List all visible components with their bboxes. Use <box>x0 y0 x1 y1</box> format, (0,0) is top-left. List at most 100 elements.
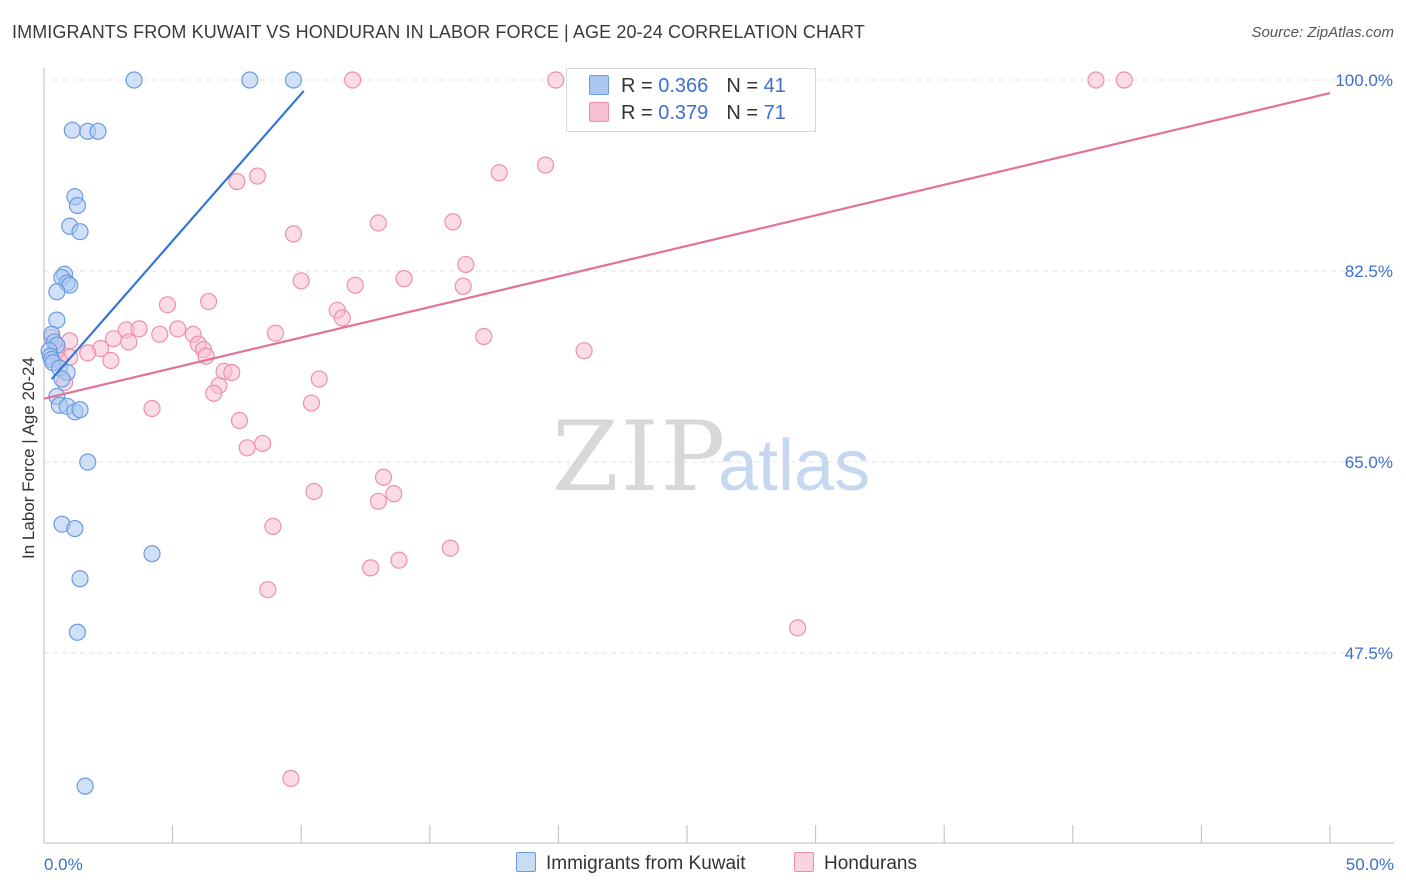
legend-item-hondurans[interactable]: Hondurans <box>794 852 917 875</box>
kuwait-point <box>89 122 107 140</box>
kuwait-n-value: 41 <box>763 75 786 97</box>
y-tick-label: 47.5% <box>1345 644 1393 663</box>
honduran-point <box>1087 71 1105 89</box>
kuwait-point <box>76 777 94 795</box>
chart-source: Source: ZipAtlas.com <box>1251 24 1394 41</box>
honduran-point <box>238 439 256 457</box>
kuwait-point <box>71 401 89 419</box>
honduran-point <box>346 276 364 294</box>
honduran-point <box>292 272 310 290</box>
chart-title: IMMIGRANTS FROM KUWAIT VS HONDURAN IN LA… <box>12 22 866 42</box>
honduran-point <box>575 342 593 360</box>
kuwait-point <box>48 283 66 301</box>
hondurans-r-label: R = <box>621 102 659 124</box>
honduran-point <box>385 485 403 503</box>
watermark-atlas: atlas <box>718 426 870 506</box>
honduran-point <box>79 344 97 362</box>
honduran-point <box>151 325 169 343</box>
kuwait-point <box>284 71 303 89</box>
honduran-point <box>254 434 272 453</box>
kuwait-point <box>125 71 143 89</box>
hondurans-legend-swatch <box>794 852 814 872</box>
honduran-point <box>1115 71 1133 89</box>
honduran-point <box>284 225 303 243</box>
kuwait-r-label: R = <box>621 75 659 97</box>
kuwait-r-value: 0.366 <box>658 75 709 97</box>
legend-item-kuwait[interactable]: Immigrants from Kuwait <box>516 852 746 875</box>
kuwait-trend-line <box>50 90 305 380</box>
honduran-point <box>169 320 187 338</box>
kuwait-point <box>79 453 97 471</box>
trend-lines <box>43 90 1331 400</box>
x-tick-label: 50.0% <box>1346 855 1394 874</box>
kuwait-point <box>66 519 84 538</box>
honduran-point <box>390 551 408 569</box>
axes <box>43 68 1394 844</box>
honduran-point <box>200 292 218 311</box>
honduran-point <box>547 71 565 89</box>
honduran-point <box>282 769 300 788</box>
kuwait-point <box>68 623 87 641</box>
honduran-point <box>230 411 249 430</box>
honduran-point <box>475 327 493 346</box>
x-tick-label: 0.0% <box>44 855 83 874</box>
watermark-zip: ZIP <box>552 401 727 513</box>
legend-row-hondurans: R = 0.379 N = 71 <box>589 102 786 126</box>
honduran-point <box>444 213 462 231</box>
honduran-point <box>369 214 387 232</box>
honduran-point <box>264 517 282 535</box>
series-legend: Immigrants from Kuwait Hondurans <box>0 850 1406 878</box>
hondurans-n-label: N = <box>726 102 764 124</box>
kuwait-point <box>71 570 89 588</box>
honduran-point <box>490 164 508 182</box>
grid-lines <box>44 79 1394 654</box>
honduran-point <box>395 270 413 288</box>
honduran-point <box>454 277 472 295</box>
legend-row-kuwait: R = 0.366 N = 41 <box>589 75 786 99</box>
kuwait-swatch <box>589 75 609 95</box>
kuwait-point <box>68 196 87 215</box>
kuwait-n-label: N = <box>726 75 764 97</box>
y-axis-label: In Labor Force | Age 20-24 <box>19 357 38 559</box>
honduran-point <box>130 320 148 338</box>
honduran-point <box>143 399 161 418</box>
honduran-trend-line <box>43 92 1331 400</box>
honduran-point <box>158 296 177 314</box>
kuwait-legend-swatch <box>516 852 536 872</box>
y-tick-label: 100.0% <box>1335 71 1393 90</box>
honduran-point <box>344 71 362 89</box>
hondurans-n-value: 71 <box>763 102 786 124</box>
kuwait-point <box>63 121 81 139</box>
honduran-point <box>248 167 267 185</box>
kuwait-legend-label: Immigrants from Kuwait <box>546 853 746 874</box>
kuwait-point <box>143 545 161 563</box>
kuwait-point <box>48 311 66 329</box>
honduran-point <box>310 370 328 388</box>
honduran-point <box>369 492 387 510</box>
kuwait-point <box>71 223 89 241</box>
correlation-legend: R = 0.366 N = 41 R = 0.379 N = 71 <box>566 68 816 132</box>
honduran-point <box>302 394 321 412</box>
y-tick-label: 65.0% <box>1345 453 1393 472</box>
honduran-point <box>536 156 555 174</box>
kuwait-point <box>53 370 71 388</box>
honduran-point <box>333 309 351 327</box>
honduran-point <box>120 333 138 351</box>
honduran-point <box>457 255 475 274</box>
data-points <box>40 71 1133 795</box>
y-tick-label: 82.5% <box>1345 262 1393 281</box>
honduran-point <box>441 539 459 557</box>
honduran-point <box>266 324 285 342</box>
honduran-point <box>102 351 120 370</box>
hondurans-swatch <box>589 102 609 122</box>
hondurans-legend-label: Hondurans <box>824 853 917 874</box>
honduran-point <box>223 363 241 382</box>
honduran-point <box>788 619 807 637</box>
tick-labels: 100.0% 82.5% 65.0% 47.5% 0.0% 50.0% <box>44 71 1394 874</box>
honduran-point <box>374 468 393 486</box>
honduran-point <box>228 172 246 191</box>
honduran-point <box>259 581 277 599</box>
kuwait-point <box>241 71 259 89</box>
honduran-point <box>362 559 380 577</box>
